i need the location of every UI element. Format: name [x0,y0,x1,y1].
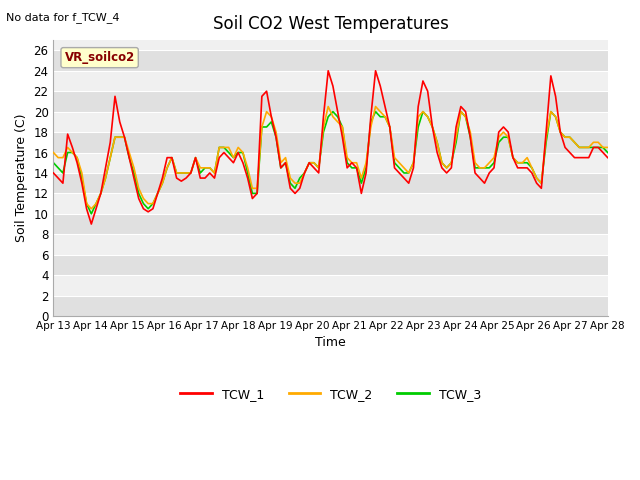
TCW_2 [604,144,612,150]
TCW_3 [49,160,57,166]
TCW_2 [168,155,176,160]
TCW_1 [443,170,451,176]
TCW_2 [495,134,502,140]
TCW_3 [443,165,451,171]
Title: Soil CO2 West Temperatures: Soil CO2 West Temperatures [212,15,449,33]
TCW_3 [329,109,337,115]
TCW_3 [244,170,252,176]
Bar [53,153,608,173]
Legend: TCW_1, TCW_2, TCW_3: TCW_1, TCW_2, TCW_3 [175,383,486,406]
X-axis label: Time: Time [315,336,346,349]
TCW_2 [244,165,252,171]
TCW_1 [168,155,176,160]
Bar [53,296,608,316]
TCW_2 [49,150,57,156]
TCW_2 [88,206,95,212]
Bar [53,112,608,132]
Text: VR_soilco2: VR_soilco2 [65,51,135,64]
Line: TCW_2: TCW_2 [53,107,608,209]
TCW_3 [88,211,95,217]
TCW_1 [88,221,95,227]
Bar [53,234,608,255]
TCW_2 [485,160,493,166]
TCW_1 [485,170,493,176]
TCW_1 [604,155,612,160]
TCW_3 [485,165,493,171]
TCW_2 [443,165,451,171]
TCW_2 [116,134,124,140]
Bar [53,214,608,234]
Bar [53,173,608,193]
Bar [53,71,608,91]
TCW_1 [324,68,332,73]
Bar [53,275,608,296]
TCW_1 [49,170,57,176]
Bar [53,193,608,214]
TCW_3 [116,134,124,140]
TCW_1 [244,175,252,181]
Text: No data for f_TCW_4: No data for f_TCW_4 [6,12,120,23]
Bar [53,50,608,71]
Line: TCW_1: TCW_1 [53,71,608,224]
TCW_3 [604,150,612,156]
TCW_3 [168,155,176,160]
Y-axis label: Soil Temperature (C): Soil Temperature (C) [15,114,28,242]
Line: TCW_3: TCW_3 [53,112,608,214]
TCW_3 [495,139,502,145]
TCW_2 [324,104,332,109]
Bar [53,91,608,112]
TCW_1 [495,129,502,135]
Bar [53,255,608,275]
Bar [53,132,608,153]
TCW_1 [116,119,124,125]
